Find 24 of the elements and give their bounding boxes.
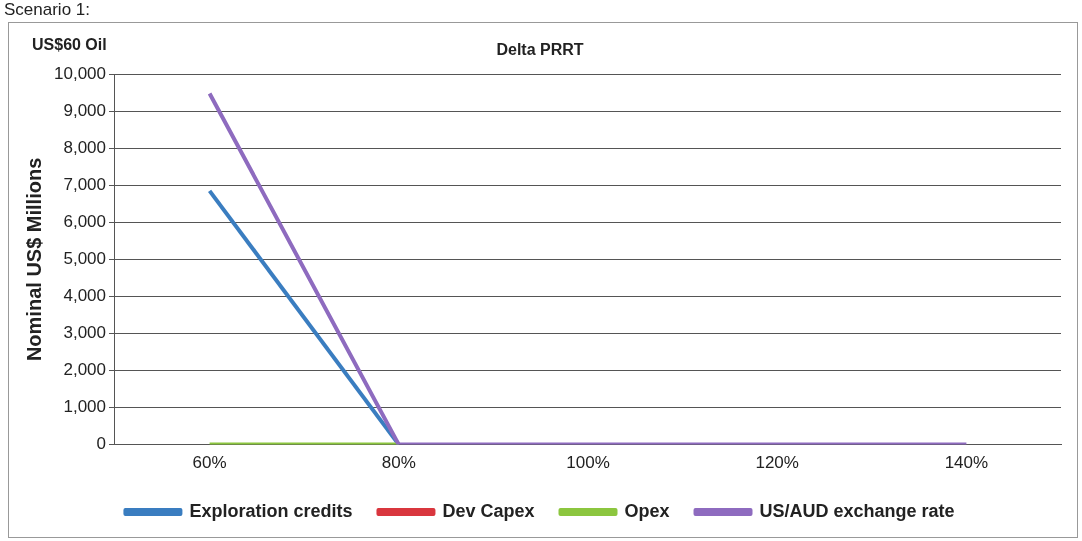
legend-label: Opex (624, 500, 670, 521)
y-tick-label: 7,000 (63, 175, 106, 195)
y-tick-label: 10,000 (54, 63, 106, 83)
chart-title: Delta PRRT (496, 41, 584, 59)
y-tick-label: 6,000 (63, 212, 106, 232)
text: Scenario 1: (4, 0, 90, 20)
y-tick-label: 9,000 (63, 100, 106, 120)
legend-label: Exploration credits (189, 500, 353, 521)
legend-label: US/AUD exchange rate (759, 500, 955, 521)
x-tick-label: 140% (944, 453, 989, 473)
y-tick-label: 8,000 (63, 137, 106, 157)
y-tick-label: 2,000 (63, 360, 106, 380)
x-tick-label: 120% (755, 453, 799, 473)
y-tick-label: 1,000 (63, 397, 106, 417)
x-tick-label: 100% (566, 453, 610, 473)
text: US$60 Oil (32, 36, 107, 54)
y-tick-label: 5,000 (63, 249, 106, 269)
y-tick-label: 4,000 (63, 286, 106, 306)
y-axis-title: Nominal US$ Millions (22, 157, 45, 362)
y-tick-label: 0 (96, 434, 106, 454)
x-tick-label: 80% (381, 453, 416, 473)
x-tick-label: 60% (192, 453, 227, 473)
y-tick-label: 3,000 (63, 323, 106, 343)
legend-label: Dev Capex (442, 500, 535, 521)
